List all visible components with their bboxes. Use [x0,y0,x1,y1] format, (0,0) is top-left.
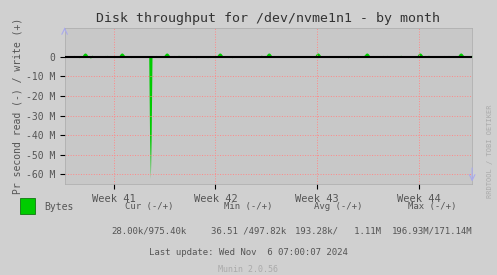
Y-axis label: Pr second read (-) / write (+): Pr second read (-) / write (+) [13,18,23,194]
Text: 196.93M/171.14M: 196.93M/171.14M [392,226,473,235]
Text: Cur (-/+): Cur (-/+) [125,202,173,211]
Text: RRDTOOL / TOBI OETIKER: RRDTOOL / TOBI OETIKER [487,104,493,198]
Text: 36.51 /497.82k: 36.51 /497.82k [211,226,286,235]
Text: 28.00k/975.40k: 28.00k/975.40k [111,226,187,235]
Text: Max (-/+): Max (-/+) [408,202,457,211]
Title: Disk throughput for /dev/nvme1n1 - by month: Disk throughput for /dev/nvme1n1 - by mo… [96,12,440,25]
Text: 193.28k/   1.11M: 193.28k/ 1.11M [295,226,381,235]
Bar [20,198,35,214]
Text: Min (-/+): Min (-/+) [224,202,273,211]
Text: Last update: Wed Nov  6 07:00:07 2024: Last update: Wed Nov 6 07:00:07 2024 [149,248,348,257]
Text: Avg (-/+): Avg (-/+) [314,202,362,211]
Text: Munin 2.0.56: Munin 2.0.56 [219,265,278,274]
Text: Bytes: Bytes [45,202,74,212]
